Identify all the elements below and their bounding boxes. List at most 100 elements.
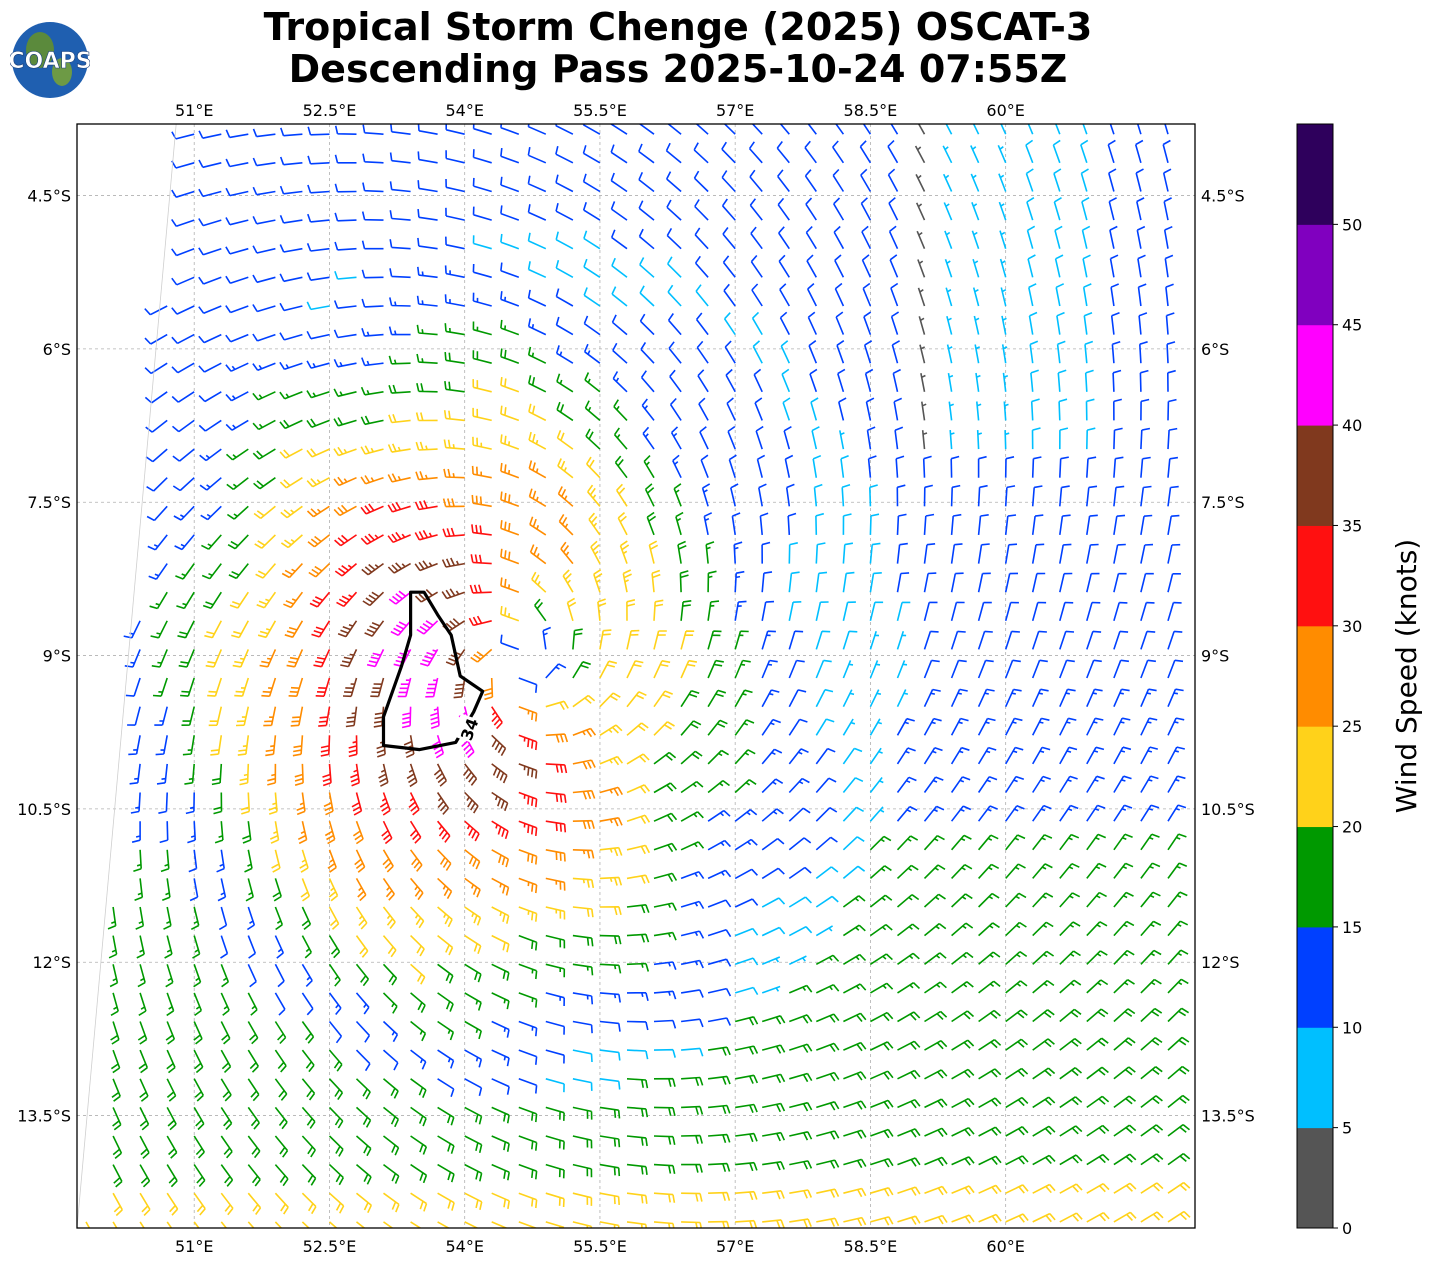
wind-barb xyxy=(977,455,987,478)
wind-barb xyxy=(815,747,836,765)
wind-barb xyxy=(788,925,813,937)
wind-barb xyxy=(220,1221,228,1228)
wind-barb xyxy=(472,177,492,193)
wind-barb xyxy=(977,514,989,535)
wind-barb xyxy=(1137,254,1146,278)
wind-barb xyxy=(734,868,758,880)
wind-barb xyxy=(1059,746,1078,765)
wind-barb xyxy=(951,1068,975,1080)
wind-barb xyxy=(810,397,819,421)
wind-barb xyxy=(159,821,169,844)
wind-barb xyxy=(500,205,520,221)
wind-barb xyxy=(328,992,342,1016)
wind-barb xyxy=(1167,456,1179,478)
wind-barb xyxy=(869,747,883,765)
wind-barb xyxy=(235,706,250,727)
wind-barb xyxy=(653,1192,676,1203)
wind-barb xyxy=(1000,124,1007,135)
wind-barb xyxy=(583,258,601,278)
wind-barb xyxy=(869,601,884,621)
wind-barb xyxy=(1136,225,1146,249)
wind-barb xyxy=(951,864,973,879)
wind-barb xyxy=(491,1078,510,1095)
wind-barb xyxy=(333,329,357,339)
contour-label-box xyxy=(452,713,486,745)
colorbar-tick-label: 30 xyxy=(1342,617,1362,636)
wind-barb xyxy=(1139,341,1148,364)
wind-barb xyxy=(416,324,438,336)
y-tick-label-left: 6°S xyxy=(43,340,71,359)
wind-barb xyxy=(897,1157,921,1167)
wind-barb xyxy=(815,925,834,937)
wind-barb xyxy=(572,661,591,679)
wind-barb xyxy=(638,228,655,250)
wind-barb xyxy=(870,1099,894,1110)
wind-barb xyxy=(789,1218,812,1228)
wind-barb xyxy=(680,900,705,910)
wind-barb xyxy=(923,805,945,822)
wind-barb xyxy=(843,1129,867,1139)
wind-barb xyxy=(896,572,910,593)
wind-barb xyxy=(680,989,704,998)
wind-barb xyxy=(789,1072,813,1083)
y-tick-label-right: 12°S xyxy=(1201,953,1240,972)
wind-barb xyxy=(870,1216,894,1226)
wind-barb xyxy=(640,370,655,393)
wind-barb xyxy=(1140,1007,1163,1023)
wind-barb xyxy=(896,660,908,679)
wind-barb xyxy=(1111,340,1121,364)
wind-barb xyxy=(815,983,840,994)
wind-barb xyxy=(734,600,747,621)
wind-barb xyxy=(216,849,225,873)
wind-barb xyxy=(788,571,800,593)
wind-barb xyxy=(1140,1211,1164,1223)
wind-barb xyxy=(734,927,759,937)
wind-barb xyxy=(337,620,358,638)
wind-barb xyxy=(896,776,917,793)
wind-barb xyxy=(672,454,682,479)
wind-barb xyxy=(1086,1124,1110,1137)
wind-barb xyxy=(437,849,452,871)
wind-barb xyxy=(415,441,438,451)
wind-barb xyxy=(333,417,357,427)
wind-barb xyxy=(805,226,817,250)
wind-barb xyxy=(626,874,650,884)
wind-barb xyxy=(112,1107,122,1131)
wind-barb xyxy=(583,343,601,364)
wind-barb xyxy=(726,397,736,421)
wind-barb xyxy=(730,483,739,507)
wind-barb xyxy=(1086,862,1107,879)
wind-barb xyxy=(599,963,622,974)
wind-barb xyxy=(815,807,838,822)
wind-barb xyxy=(110,1021,120,1045)
wind-barb xyxy=(869,865,892,879)
wind-barb xyxy=(599,692,621,708)
wind-barb xyxy=(788,630,804,650)
wind-barb xyxy=(208,706,223,727)
wind-barb xyxy=(896,805,918,822)
wind-barb xyxy=(761,808,784,822)
wind-barb xyxy=(151,649,168,668)
wind-barb xyxy=(301,1021,315,1044)
wind-barb xyxy=(441,557,465,568)
colorbar-bin xyxy=(1297,525,1333,627)
wind-barb xyxy=(342,677,358,698)
wind-barb xyxy=(130,792,141,814)
wind-barb xyxy=(245,878,254,902)
wind-barb xyxy=(261,677,277,697)
wind-barb xyxy=(545,1135,565,1150)
wind-barb xyxy=(610,172,628,193)
wind-barb xyxy=(1059,688,1076,708)
wind-barb xyxy=(193,1221,200,1228)
wind-barb xyxy=(1027,254,1036,278)
wind-barb xyxy=(597,598,607,621)
wind-barb xyxy=(1059,717,1077,736)
wind-barb xyxy=(416,353,438,364)
wind-barb xyxy=(917,287,926,307)
wind-barb xyxy=(361,562,384,576)
wind-barb xyxy=(388,326,411,336)
wind-barb xyxy=(491,706,503,730)
wind-barb xyxy=(414,560,438,572)
wind-barb xyxy=(1052,139,1061,164)
